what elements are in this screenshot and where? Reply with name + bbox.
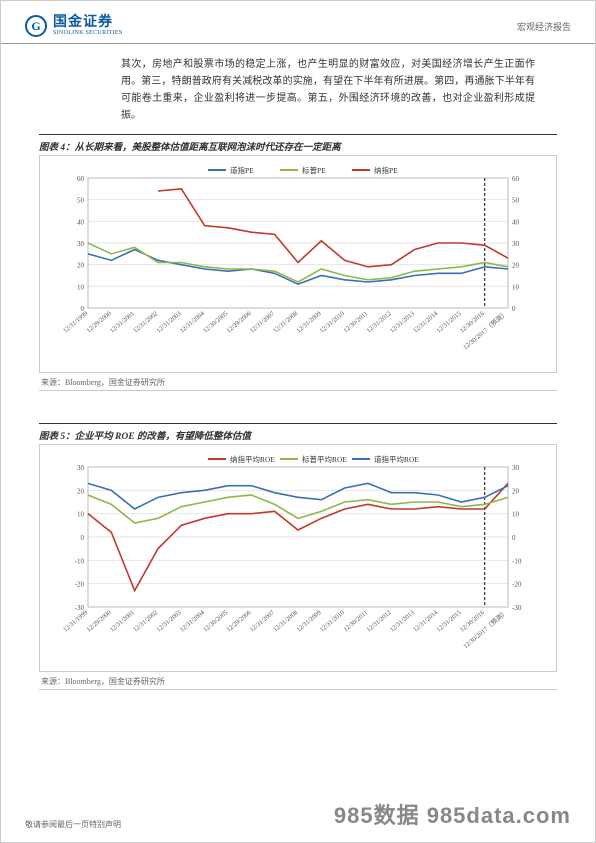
svg-text:20: 20 bbox=[77, 262, 85, 270]
svg-text:纳指平均ROE: 纳指平均ROE bbox=[230, 454, 275, 464]
svg-text:12/31/2001: 12/31/2001 bbox=[109, 310, 136, 334]
svg-text:12/31/2010: 12/31/2010 bbox=[319, 310, 346, 334]
svg-text:12/31/2008: 12/31/2008 bbox=[272, 609, 299, 633]
svg-text:道指平均ROE: 道指平均ROE bbox=[374, 454, 419, 464]
figure-5-title: 图表 5：企业平均 ROE 的改善，有望降低整体估值 bbox=[39, 432, 251, 442]
svg-text:12/31/2015: 12/31/2015 bbox=[435, 310, 462, 334]
svg-text:纳指PE: 纳指PE bbox=[374, 165, 398, 175]
svg-text:12/31/2003: 12/31/2003 bbox=[155, 609, 182, 633]
page-footer: 敬请参阅最后一页特别声明 985数据 985data.com bbox=[1, 798, 595, 830]
footer-watermark: 985数据 985data.com bbox=[334, 798, 571, 830]
svg-text:12/31/1999: 12/31/1999 bbox=[62, 609, 89, 633]
svg-text:12/31/2012: 12/31/2012 bbox=[365, 310, 392, 334]
svg-text:标普PE: 标普PE bbox=[302, 165, 326, 175]
svg-text:12/31/2002: 12/31/2002 bbox=[132, 310, 159, 334]
svg-text:20: 20 bbox=[77, 487, 85, 495]
figure-5-source: 来源：Bloomberg，国金证券研究所 bbox=[39, 672, 557, 690]
svg-text:-20: -20 bbox=[512, 581, 522, 589]
svg-text:40: 40 bbox=[77, 218, 85, 226]
chart5-svg: -30-30-20-20-10-100010102020303012/31/19… bbox=[48, 449, 548, 669]
svg-text:12/29/2000: 12/29/2000 bbox=[85, 609, 112, 633]
logo-en: SINOLINK SECURITIES bbox=[53, 30, 123, 36]
svg-text:30: 30 bbox=[512, 464, 520, 472]
svg-text:20: 20 bbox=[512, 487, 520, 495]
svg-text:12/31/2008: 12/31/2008 bbox=[272, 310, 299, 334]
body-paragraph: 其次，房地产和股票市场的稳定上涨，也产生明显的财富效应，对美国经济增长产生正面作… bbox=[1, 44, 595, 134]
svg-text:-10: -10 bbox=[75, 557, 85, 565]
svg-text:10: 10 bbox=[512, 283, 520, 291]
svg-text:12/31/2012: 12/31/2012 bbox=[365, 609, 392, 633]
svg-text:40: 40 bbox=[512, 218, 520, 226]
svg-text:12/30/2011: 12/30/2011 bbox=[342, 310, 369, 334]
svg-text:-20: -20 bbox=[75, 581, 85, 589]
svg-text:道指PE: 道指PE bbox=[230, 165, 254, 175]
svg-text:0: 0 bbox=[81, 534, 85, 542]
svg-text:60: 60 bbox=[512, 175, 520, 183]
svg-text:12/31/2001: 12/31/2001 bbox=[109, 609, 136, 633]
svg-text:12/31/2009: 12/31/2009 bbox=[295, 609, 322, 633]
svg-text:50: 50 bbox=[512, 197, 520, 205]
figure-4: 图表 4：从长期来看，美股整体估值距离互联网泡沫时代还存在一定距离 001010… bbox=[39, 134, 557, 391]
svg-text:0: 0 bbox=[512, 534, 516, 542]
figure-4-title: 图表 4：从长期来看，美股整体估值距离互联网泡沫时代还存在一定距离 bbox=[39, 143, 341, 153]
svg-text:12/31/2010: 12/31/2010 bbox=[319, 609, 346, 633]
svg-text:12/30/2005: 12/30/2005 bbox=[202, 609, 229, 633]
figure-5-chart: -30-30-20-20-10-100010102020303012/31/19… bbox=[39, 444, 557, 672]
page-header: G 国金证券 SINOLINK SECURITIES 宏观经济报告 bbox=[1, 1, 595, 44]
logo: G 国金证券 SINOLINK SECURITIES bbox=[25, 15, 123, 37]
svg-text:12/31/2009: 12/31/2009 bbox=[295, 310, 322, 334]
svg-text:30: 30 bbox=[77, 464, 85, 472]
svg-text:0: 0 bbox=[512, 305, 516, 313]
figure-5: 图表 5：企业平均 ROE 的改善，有望降低整体估值 -30-30-20-20-… bbox=[39, 423, 557, 690]
svg-text:12/31/2003: 12/31/2003 bbox=[155, 310, 182, 334]
logo-cn: 国金证券 bbox=[53, 16, 123, 30]
svg-text:12/30/2011: 12/30/2011 bbox=[342, 609, 369, 633]
svg-text:-30: -30 bbox=[512, 604, 522, 612]
figure-4-source: 来源：Bloomberg，国金证券研究所 bbox=[39, 373, 557, 391]
svg-text:12/31/2013: 12/31/2013 bbox=[389, 609, 416, 633]
report-type: 宏观经济报告 bbox=[517, 20, 571, 33]
svg-text:12/31/2002: 12/31/2002 bbox=[132, 609, 159, 633]
figure-4-chart: 0010102020303040405050606012/31/199912/2… bbox=[39, 155, 557, 373]
svg-text:12/30/2005: 12/30/2005 bbox=[202, 310, 229, 334]
svg-text:30: 30 bbox=[512, 240, 520, 248]
svg-text:12/29/2000: 12/29/2000 bbox=[85, 310, 112, 334]
svg-text:标普平均ROE: 标普平均ROE bbox=[302, 454, 347, 464]
svg-text:-10: -10 bbox=[512, 557, 522, 565]
svg-text:60: 60 bbox=[77, 175, 85, 183]
svg-text:20: 20 bbox=[512, 262, 520, 270]
svg-text:12/31/1999: 12/31/1999 bbox=[62, 310, 89, 334]
svg-text:12/31/2015: 12/31/2015 bbox=[435, 609, 462, 633]
svg-text:12/31/2013: 12/31/2013 bbox=[389, 310, 416, 334]
logo-icon: G bbox=[25, 15, 47, 37]
chart4-svg: 0010102020303040405050606012/31/199912/2… bbox=[48, 160, 548, 370]
svg-text:30: 30 bbox=[77, 240, 85, 248]
footer-disclaimer: 敬请参阅最后一页特别声明 bbox=[25, 819, 121, 830]
svg-text:10: 10 bbox=[77, 283, 85, 291]
svg-text:50: 50 bbox=[77, 197, 85, 205]
svg-text:10: 10 bbox=[77, 511, 85, 519]
svg-text:10: 10 bbox=[512, 511, 520, 519]
